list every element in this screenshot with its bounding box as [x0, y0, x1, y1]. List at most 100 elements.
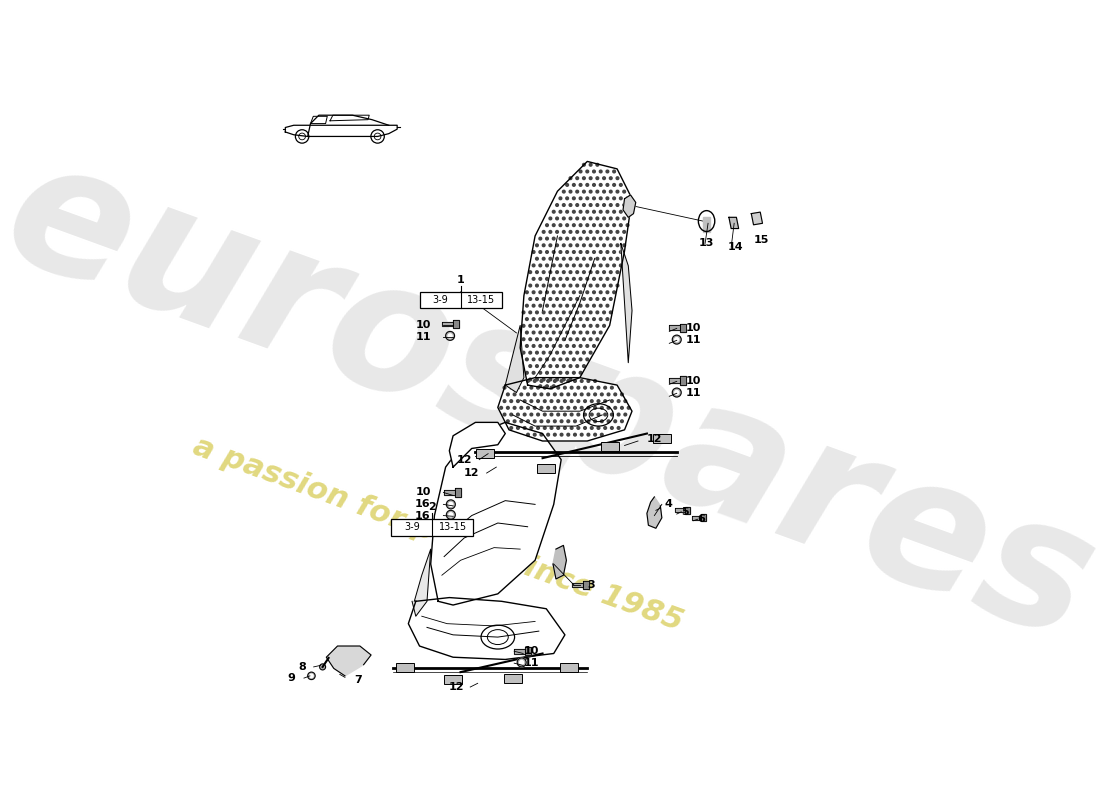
Circle shape: [547, 420, 550, 422]
Circle shape: [580, 183, 582, 186]
Circle shape: [576, 217, 579, 220]
Circle shape: [534, 380, 536, 382]
Bar: [601, 442, 618, 450]
Circle shape: [526, 371, 528, 374]
Circle shape: [603, 258, 605, 260]
Circle shape: [609, 177, 612, 179]
Polygon shape: [701, 514, 706, 522]
Circle shape: [529, 325, 531, 327]
Circle shape: [609, 311, 612, 314]
Circle shape: [626, 224, 629, 226]
Circle shape: [576, 325, 579, 327]
Circle shape: [542, 311, 544, 314]
Circle shape: [587, 393, 590, 396]
Circle shape: [603, 298, 605, 300]
Circle shape: [600, 210, 602, 213]
Circle shape: [601, 393, 603, 396]
Text: 16: 16: [415, 499, 431, 510]
Circle shape: [559, 331, 562, 334]
Polygon shape: [412, 549, 431, 616]
Circle shape: [534, 393, 536, 396]
Circle shape: [560, 406, 563, 409]
Circle shape: [597, 426, 600, 430]
Circle shape: [532, 250, 535, 254]
Circle shape: [556, 325, 559, 327]
Circle shape: [517, 413, 519, 416]
Circle shape: [549, 365, 552, 367]
Circle shape: [514, 393, 516, 396]
Circle shape: [559, 371, 562, 374]
Circle shape: [556, 230, 559, 234]
Circle shape: [517, 658, 526, 667]
Circle shape: [520, 406, 522, 409]
Circle shape: [529, 311, 531, 314]
Polygon shape: [729, 218, 738, 229]
Circle shape: [526, 345, 528, 347]
Circle shape: [566, 434, 570, 436]
Circle shape: [565, 318, 569, 321]
Text: 16: 16: [415, 510, 431, 521]
Circle shape: [546, 291, 549, 294]
Circle shape: [573, 393, 576, 396]
Circle shape: [536, 270, 538, 274]
Circle shape: [503, 400, 506, 402]
Circle shape: [553, 420, 557, 422]
Circle shape: [600, 170, 602, 173]
Circle shape: [613, 224, 616, 226]
Circle shape: [542, 338, 544, 341]
Circle shape: [549, 298, 552, 300]
Circle shape: [546, 224, 549, 226]
Circle shape: [619, 224, 623, 226]
Circle shape: [543, 426, 546, 430]
Circle shape: [546, 264, 549, 266]
Circle shape: [606, 278, 608, 280]
Circle shape: [550, 413, 553, 416]
Circle shape: [536, 258, 538, 260]
Polygon shape: [623, 195, 636, 218]
Circle shape: [616, 284, 619, 287]
Circle shape: [534, 434, 536, 436]
Polygon shape: [505, 326, 524, 393]
Circle shape: [616, 217, 619, 220]
Circle shape: [569, 338, 572, 341]
Circle shape: [593, 250, 595, 254]
Circle shape: [552, 210, 556, 213]
Circle shape: [562, 325, 565, 327]
Circle shape: [520, 393, 522, 396]
Text: 3: 3: [587, 580, 595, 590]
Circle shape: [569, 298, 572, 300]
Circle shape: [609, 298, 612, 300]
Circle shape: [563, 413, 566, 416]
Circle shape: [530, 386, 532, 389]
Circle shape: [520, 420, 522, 422]
Circle shape: [569, 365, 572, 367]
Circle shape: [603, 270, 605, 274]
Circle shape: [510, 426, 513, 430]
Circle shape: [604, 413, 606, 416]
Text: 1: 1: [456, 275, 464, 285]
Circle shape: [569, 284, 572, 287]
Circle shape: [550, 386, 553, 389]
Circle shape: [573, 380, 576, 382]
Circle shape: [559, 250, 562, 254]
Circle shape: [609, 204, 612, 206]
Circle shape: [559, 224, 562, 226]
Circle shape: [593, 183, 595, 186]
Circle shape: [596, 163, 598, 166]
Circle shape: [537, 426, 539, 430]
Polygon shape: [514, 649, 525, 654]
Circle shape: [613, 291, 616, 294]
Circle shape: [580, 238, 582, 240]
Circle shape: [536, 378, 538, 381]
Circle shape: [549, 311, 552, 314]
Circle shape: [530, 400, 532, 402]
Circle shape: [537, 386, 539, 389]
Circle shape: [503, 386, 506, 389]
Circle shape: [532, 345, 535, 347]
Circle shape: [583, 177, 585, 179]
Circle shape: [506, 393, 509, 396]
Text: 10: 10: [416, 320, 431, 330]
Circle shape: [510, 400, 513, 402]
Circle shape: [604, 426, 606, 430]
Circle shape: [532, 278, 535, 280]
